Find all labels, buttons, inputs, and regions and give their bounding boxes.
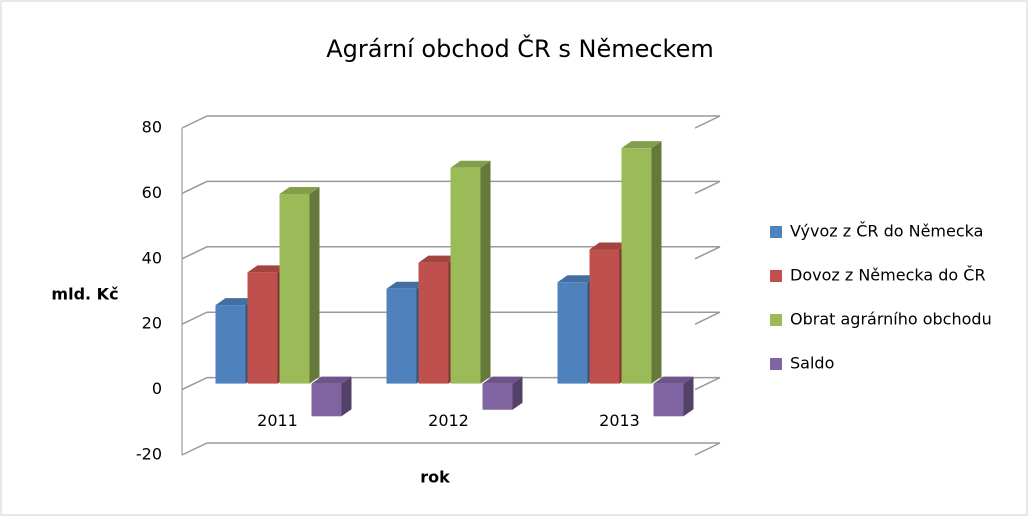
legend-swatch — [770, 358, 782, 370]
bar-face — [450, 167, 481, 384]
bar — [311, 376, 352, 417]
bar-face — [215, 298, 256, 306]
bar-face — [482, 383, 513, 410]
legend-label: Vývoz z ČR do Německa — [790, 222, 983, 241]
x-tick-label: 2013 — [599, 411, 640, 430]
bar-face — [386, 288, 417, 384]
bar-face — [651, 141, 662, 384]
bar-face — [341, 376, 352, 417]
bar-face — [557, 275, 598, 283]
bar-face — [512, 376, 523, 410]
bar-face — [621, 141, 662, 149]
bar-face — [683, 376, 694, 417]
y-tick-label: 20 — [142, 314, 162, 333]
legend-label: Saldo — [790, 354, 834, 373]
bar-face — [450, 160, 491, 168]
y-axis-title: mld. Kč — [51, 285, 118, 304]
bar-face — [279, 193, 310, 384]
legend-label: Dovoz z Německa do ČR — [790, 266, 986, 285]
bar-face — [589, 242, 630, 250]
bar — [621, 141, 662, 384]
legend-swatch — [770, 314, 782, 326]
x-axis-title: rok — [420, 468, 450, 487]
x-tick-label: 2012 — [428, 411, 469, 430]
chart-title: Agrární obchod ČR s Německem — [326, 33, 714, 63]
grid-line — [181, 115, 721, 129]
legend-swatch — [770, 226, 782, 238]
bar-face — [621, 148, 652, 384]
legend-label: Obrat agrárního obchodu — [790, 310, 992, 329]
bar-face — [653, 376, 694, 384]
bar-face — [215, 305, 246, 384]
bar-face — [279, 186, 320, 194]
bar-face — [247, 272, 278, 384]
bar-face — [480, 160, 491, 384]
bar — [450, 160, 491, 384]
bar-face — [418, 262, 449, 384]
bar-face — [247, 265, 288, 273]
bar-face — [482, 376, 523, 384]
y-tick-label: 80 — [142, 118, 162, 137]
bar-face — [589, 249, 620, 384]
y-tick-label: 60 — [142, 183, 162, 202]
bar — [279, 186, 320, 384]
bar-face — [309, 186, 320, 384]
grid-line — [181, 442, 721, 456]
bar-face — [386, 281, 427, 289]
y-tick-label: -20 — [136, 445, 162, 464]
bar — [653, 376, 694, 417]
bar-face — [653, 383, 684, 417]
y-tick-label: 0 — [152, 379, 162, 398]
bar — [482, 376, 523, 410]
y-tick-label: 40 — [142, 248, 162, 267]
legend-swatch — [770, 270, 782, 282]
bar-face — [418, 255, 459, 263]
bar-face — [557, 282, 588, 384]
bar-face — [311, 383, 342, 417]
bar-face — [311, 376, 352, 384]
x-tick-label: 2011 — [257, 411, 298, 430]
